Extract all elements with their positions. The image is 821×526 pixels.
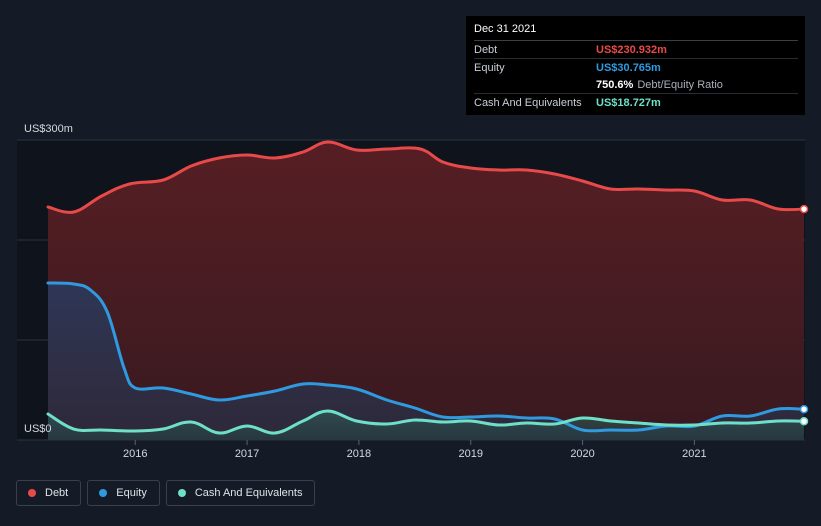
cash-line — [46, 409, 806, 435]
x-tick-label: 2016 — [123, 448, 147, 460]
tooltip-date: Dec 31 2021 — [474, 23, 798, 41]
equity-endpoint — [799, 404, 809, 414]
tooltip-cash-value: US$18.727m — [596, 96, 661, 109]
tooltip-equity-label: Equity — [474, 61, 505, 74]
debt-area — [48, 141, 804, 441]
equity-dot-icon — [99, 489, 108, 497]
x-axis-ticks: 2016 2017 2018 2019 2020 2021 — [123, 440, 707, 460]
tooltip-row-debt: Debt US$230.932m — [474, 41, 798, 59]
tooltip-row-equity: Equity US$30.765m — [474, 59, 798, 76]
series-areas — [48, 141, 804, 441]
series-endpoints — [799, 204, 809, 426]
x-tick-label: 2018 — [347, 448, 371, 460]
tooltip-row-ratio: 750.6% Debt/Equity Ratio — [474, 76, 798, 94]
tooltip-debt-label: Debt — [474, 43, 498, 56]
debt-line — [46, 140, 806, 214]
equity-area — [48, 283, 804, 440]
y-axis-top-label: US$300m — [24, 123, 73, 135]
legend-item-equity[interactable]: Equity — [87, 480, 160, 506]
legend-item-cash[interactable]: Cash And Equivalents — [165, 480, 316, 506]
x-tick-label: 2020 — [570, 448, 594, 460]
cash-endpoint — [799, 417, 809, 426]
tooltip-cash-label: Cash And Equivalents — [474, 96, 582, 109]
y-axis-bottom-label: US$0 — [24, 423, 52, 435]
series-lines — [46, 140, 806, 435]
x-tick-label: 2019 — [458, 448, 482, 460]
tooltip-equity-value: US$30.765m — [596, 61, 661, 74]
x-tick-label: 2021 — [682, 448, 706, 460]
tooltip-ratio-label: Debt/Equity Ratio — [637, 78, 723, 91]
chart-legend: Debt Equity Cash And Equivalents — [16, 480, 316, 506]
cash-area — [48, 411, 804, 440]
x-tick-label: 2017 — [235, 448, 259, 460]
cash-dot-icon — [177, 489, 186, 497]
data-tooltip: Dec 31 2021 Debt US$230.932m Equity US$3… — [466, 16, 805, 115]
legend-item-debt[interactable]: Debt — [16, 480, 82, 506]
legend-label-equity: Equity — [116, 487, 147, 499]
debt-endpoint — [799, 204, 809, 214]
legend-label-debt: Debt — [45, 487, 69, 499]
tooltip-row-cash: Cash And Equivalents US$18.727m — [474, 94, 798, 111]
debt-dot-icon — [28, 489, 36, 497]
legend-label-cash: Cash And Equivalents — [194, 487, 303, 499]
tooltip-debt-value: US$230.932m — [596, 43, 667, 56]
tooltip-ratio-value: 750.6% — [596, 78, 634, 91]
